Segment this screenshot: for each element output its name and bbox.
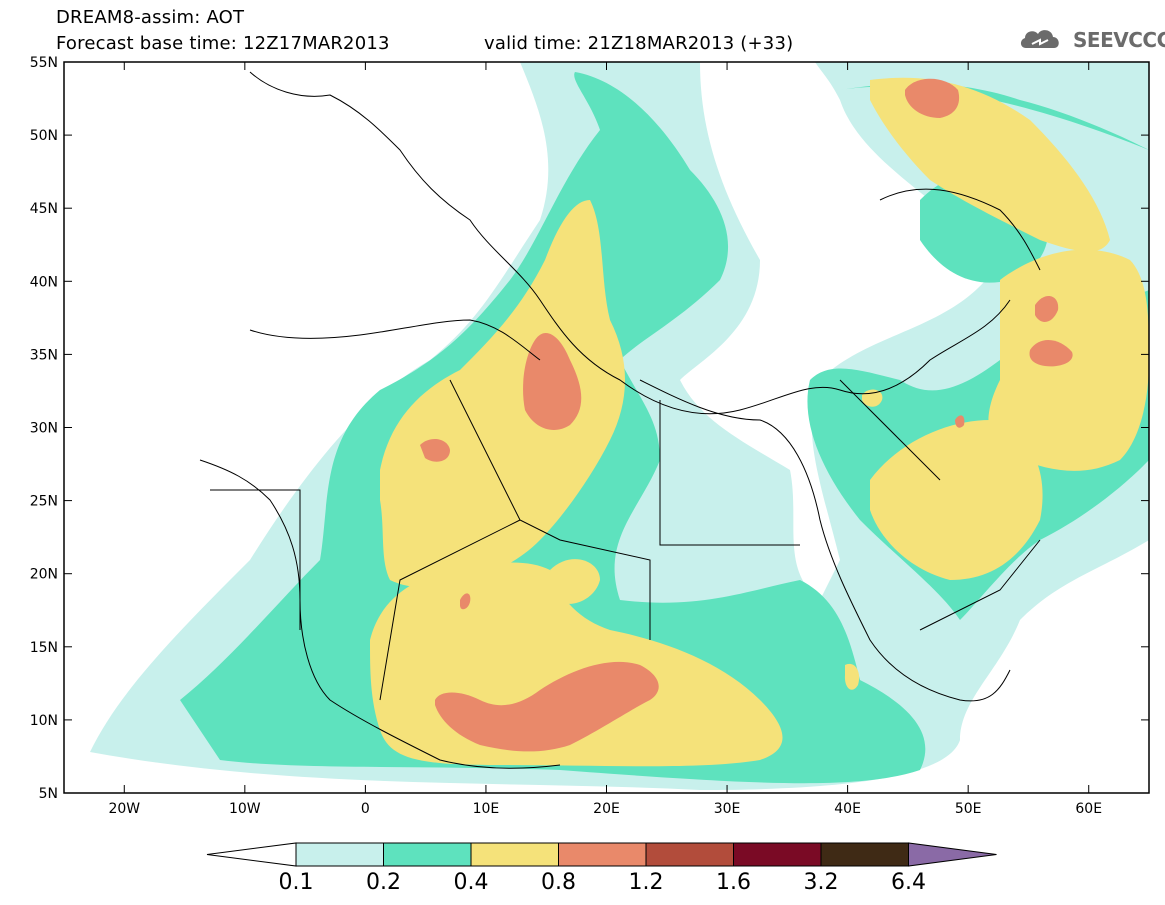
y-tick-label: 30N	[30, 421, 58, 437]
colorbar-segment	[733, 842, 822, 867]
colorbar-over-arrow	[908, 842, 997, 867]
colorbar-segment	[820, 842, 909, 867]
x-tick-label: 0	[361, 801, 370, 817]
y-tick-label: 15N	[30, 640, 58, 656]
y-tick-label: 45N	[30, 201, 58, 217]
y-tick-label: 50N	[30, 128, 58, 144]
cloud-icon	[1020, 30, 1059, 48]
y-tick-label: 10N	[30, 713, 58, 729]
y-tick-label: 25N	[30, 494, 58, 510]
y-tick-label: 5N	[39, 786, 58, 802]
aot-field	[90, 62, 1149, 790]
x-axis: 20W 10W 0 10E 20E 30E 40E 50E 60E	[108, 62, 1102, 817]
colorbar-segment	[295, 842, 384, 867]
product-title: DREAM8-assim: AOT	[56, 7, 245, 28]
x-tick-label: 10W	[229, 801, 261, 817]
y-axis: 5N 10N 15N 20N 25N 30N 35N 40N 45N 50N 55N	[30, 55, 1149, 802]
logo-text: SEEVCCC	[1073, 28, 1165, 52]
y-tick-label: 55N	[30, 55, 58, 71]
colorbar-label: 1.2	[629, 870, 664, 895]
colorbar-segment	[558, 842, 647, 867]
y-tick-label: 20N	[30, 567, 58, 583]
y-tick-label: 40N	[30, 274, 58, 290]
colorbar-under-arrow	[206, 842, 297, 867]
coastlines	[199, 71, 1041, 769]
x-tick-label: 40E	[834, 801, 861, 817]
colorbar-label: 0.4	[454, 870, 489, 895]
colorbar-segment	[470, 842, 559, 867]
colorbar-label: 6.4	[891, 870, 926, 895]
x-tick-label: 60E	[1075, 801, 1102, 817]
colorbar-segment	[383, 842, 472, 867]
aot-level-0.8	[420, 78, 1073, 752]
colorbar-label: 3.2	[804, 870, 839, 895]
x-tick-label: 20W	[108, 801, 140, 817]
colorbar: 0.1 0.2 0.4 0.8 1.2 1.6 3.2 6.4	[206, 842, 997, 895]
colorbar-label: 0.8	[541, 870, 576, 895]
forecast-base-time: Forecast base time: 12Z17MAR2013	[56, 33, 390, 54]
x-tick-label: 30E	[714, 801, 741, 817]
colorbar-label: 0.2	[366, 870, 401, 895]
colorbar-segment	[645, 842, 734, 867]
y-tick-label: 35N	[30, 347, 58, 363]
x-tick-label: 20E	[593, 801, 620, 817]
colorbar-label: 1.6	[716, 870, 751, 895]
x-tick-label: 10E	[473, 801, 500, 817]
x-tick-label: 50E	[955, 801, 982, 817]
valid-time: valid time: 21Z18MAR2013 (+33)	[484, 33, 794, 54]
colorbar-label: 0.1	[279, 870, 314, 895]
